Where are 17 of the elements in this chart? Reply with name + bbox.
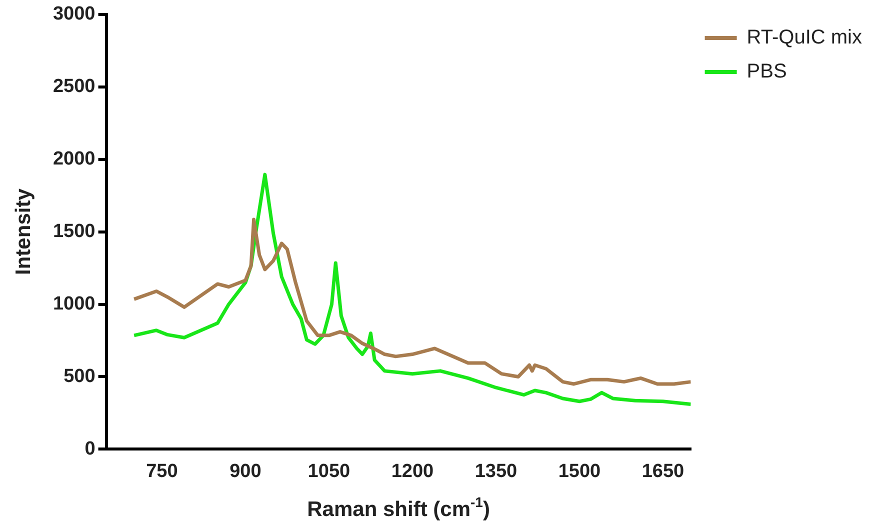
x-tick-label: 1350 [474,460,518,482]
legend-label: RT-QuIC mix [746,26,862,49]
x-tick-label: 900 [230,460,262,482]
x-tick-label: 1650 [642,460,684,482]
y-tick-label: 500 [64,366,96,387]
y-axis-title: Intensity [12,188,35,275]
y-tick-label: 1000 [52,294,96,314]
x-tick-label: 1200 [391,460,434,482]
x-tick-label: 1050 [308,460,350,482]
y-tick-label: 1500 [52,221,96,242]
y-tick-label: 3000 [52,4,96,25]
legend-label: PBS [746,60,787,83]
y-tick-label: 2000 [52,148,96,170]
x-tick-label: 1500 [558,460,601,482]
y-tick-label: 0 [84,438,96,460]
y-tick-label: 2500 [52,76,96,98]
x-tick-label: 750 [146,460,178,482]
